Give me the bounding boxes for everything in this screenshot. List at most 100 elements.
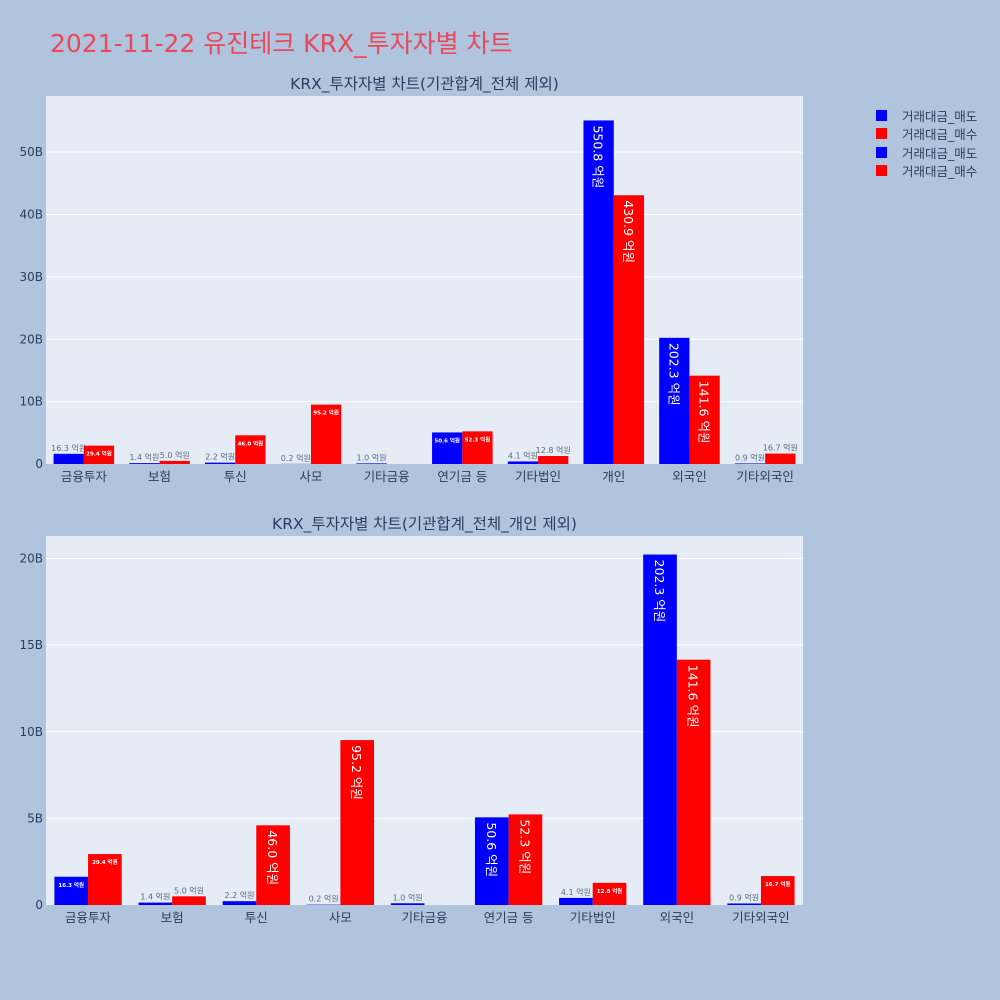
bar-buy[interactable] bbox=[159, 460, 190, 464]
x-tick-label: 외국인 bbox=[672, 469, 707, 484]
bar-buy[interactable] bbox=[235, 435, 266, 464]
bar-buy[interactable] bbox=[676, 659, 711, 905]
chart-title: KRX_투자자별 차트(기관합계_전체 제외) bbox=[290, 75, 559, 94]
bar-value-label: 29.4 억원 bbox=[86, 450, 112, 458]
y-tick-label: 10B bbox=[19, 395, 43, 409]
bar-buy[interactable] bbox=[760, 876, 795, 905]
bar-value-label: 0.9 억원 bbox=[735, 452, 765, 462]
bar-value-label: 0.9 억원 bbox=[729, 892, 759, 902]
legend-item-sell-2[interactable]: 거래대금_매도 bbox=[876, 143, 977, 162]
bar-value-label: 46.0 억원 bbox=[238, 439, 264, 447]
bar-buy[interactable] bbox=[83, 445, 115, 464]
bottom-bar-chart: KRX_투자자별 차트(기관합계_전체_개인 제외) 0 5B 10B 15B 20B 16… bbox=[19, 515, 803, 925]
x-tick-label: 금융투자 bbox=[61, 469, 108, 484]
y-tick-label: 50B bbox=[19, 145, 43, 159]
x-tick-label: 투신 bbox=[224, 469, 247, 484]
bar-sell[interactable] bbox=[356, 463, 387, 464]
bar-sell[interactable] bbox=[54, 876, 89, 905]
legend-label-sell-2: 거래대금_매도 bbox=[902, 145, 978, 161]
bar-value-label: 46.0 억원 bbox=[265, 830, 280, 885]
bar-value-label: 16.7 억원 bbox=[765, 880, 791, 888]
legend-label-buy-1: 거래대금_매수 bbox=[902, 127, 978, 143]
bar-value-label: 52.3 억원 bbox=[465, 435, 491, 443]
bar-value-label: 12.8 억원 bbox=[597, 887, 623, 895]
bar-sell[interactable] bbox=[559, 897, 593, 905]
x-tick-label: 기타금융 bbox=[364, 469, 410, 484]
legend-swatch-sell-1 bbox=[876, 109, 887, 121]
x-tick-label: 보험 bbox=[161, 910, 184, 925]
bar-value-label: 29.4 억원 bbox=[92, 858, 118, 866]
chart-title: KRX_투자자별 차트(기관합계_전체_개인 제외) bbox=[272, 515, 577, 534]
bar-buy[interactable] bbox=[765, 453, 796, 464]
bar-value-label: 1.0 억원 bbox=[393, 892, 423, 902]
y-tick-label: 40B bbox=[19, 208, 43, 222]
bar-sell[interactable] bbox=[53, 453, 84, 464]
bar-sell[interactable] bbox=[129, 463, 160, 464]
x-tick-label: 기타법인 bbox=[515, 469, 561, 484]
bar-buy[interactable] bbox=[613, 195, 645, 464]
bar-value-label: 50.6 억원 bbox=[484, 822, 499, 877]
y-tick-label: 30B bbox=[19, 270, 43, 284]
y-tick-label: 15B bbox=[19, 638, 43, 652]
bar-sell[interactable] bbox=[474, 817, 509, 905]
bar-buy[interactable] bbox=[340, 740, 375, 905]
legend-item-sell-1[interactable]: 거래대금_매도 bbox=[876, 106, 977, 125]
bar-sell[interactable] bbox=[222, 901, 257, 905]
bar-value-label: 16.7 억원 bbox=[763, 443, 798, 453]
bar-sell[interactable] bbox=[204, 462, 236, 464]
bar-sell[interactable] bbox=[583, 120, 614, 464]
x-tick-label: 사모 bbox=[329, 910, 352, 925]
legend-item-buy-1[interactable]: 거래대금_매수 bbox=[876, 125, 977, 144]
bar-value-label: 1.4 억원 bbox=[140, 892, 170, 902]
bar-value-label: 4.1 억원 bbox=[508, 450, 538, 460]
bar-value-label: 2.2 억원 bbox=[224, 890, 254, 900]
page-title: 2021-11-22 유진테크 KRX_투자자별 차트 bbox=[50, 29, 513, 58]
bar-buy[interactable] bbox=[689, 375, 720, 464]
bar-buy[interactable] bbox=[256, 825, 290, 905]
bar-value-label: 141.6 억원 bbox=[686, 665, 701, 728]
legend-label-buy-2: 거래대금_매수 bbox=[902, 164, 978, 180]
bar-buy[interactable] bbox=[592, 882, 627, 905]
bar-sell[interactable] bbox=[727, 903, 761, 905]
bar-buy[interactable] bbox=[462, 431, 493, 464]
x-tick-label: 금융투자 bbox=[65, 910, 112, 925]
bar-sell[interactable] bbox=[432, 432, 463, 464]
bar-sell[interactable] bbox=[390, 903, 425, 905]
y-tick-label: 0 bbox=[35, 457, 43, 471]
chart-legend: 거래대금_매도 거래대금_매수 거래대금_매도 거래대금_매수 bbox=[876, 106, 977, 180]
bar-value-label: 202.3 억원 bbox=[666, 343, 681, 406]
bar-sell[interactable] bbox=[643, 554, 677, 905]
y-tick-label: 10B bbox=[19, 725, 43, 739]
y-tick-label: 5B bbox=[27, 811, 43, 825]
x-tick-label: 기타외국인 bbox=[732, 910, 790, 925]
bar-sell[interactable] bbox=[507, 461, 539, 464]
legend-swatch-buy-2 bbox=[876, 165, 887, 177]
bar-value-label: 1.4 억원 bbox=[129, 452, 159, 462]
bar-value-label: 95.2 억원 bbox=[349, 745, 364, 800]
bar-buy[interactable] bbox=[310, 404, 342, 464]
bar-sell[interactable] bbox=[734, 463, 766, 464]
bar-value-label: 0.2 억원 bbox=[281, 453, 311, 463]
legend-item-buy-2[interactable]: 거래대금_매수 bbox=[876, 162, 977, 181]
bar-sell[interactable] bbox=[659, 337, 690, 464]
x-tick-label: 연기금 등 bbox=[437, 469, 487, 484]
x-tick-label: 기타법인 bbox=[570, 910, 616, 925]
x-tick-label: 투신 bbox=[245, 910, 268, 925]
bar-value-label: 202.3 억원 bbox=[652, 560, 667, 623]
bar-buy[interactable] bbox=[508, 814, 543, 905]
bar-sell[interactable] bbox=[138, 902, 173, 905]
legend-swatch-buy-1 bbox=[876, 128, 887, 140]
bar-value-label: 141.6 억원 bbox=[697, 381, 712, 444]
bar-value-label: 95.2 억원 bbox=[313, 409, 339, 417]
x-tick-label: 사모 bbox=[299, 469, 322, 484]
bar-buy[interactable] bbox=[172, 896, 206, 905]
bar-buy[interactable] bbox=[538, 456, 569, 464]
x-tick-label: 기타외국인 bbox=[736, 469, 794, 484]
x-tick-label: 보험 bbox=[148, 469, 171, 484]
bar-buy[interactable] bbox=[88, 854, 122, 905]
bar-value-label: 2.2 억원 bbox=[205, 452, 235, 462]
legend-swatch-sell-2 bbox=[876, 146, 887, 158]
bar-value-label: 5.0 억원 bbox=[160, 450, 190, 460]
bar-value-label: 550.8 억원 bbox=[591, 125, 606, 188]
bar-value-label: 430.9 억원 bbox=[621, 200, 636, 263]
